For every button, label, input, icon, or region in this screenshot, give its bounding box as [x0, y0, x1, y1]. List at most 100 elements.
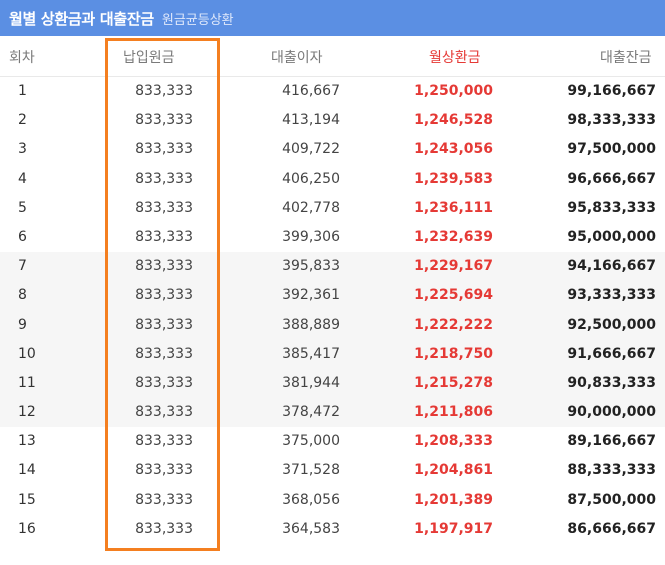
cell-interest: 371,528 — [282, 462, 340, 479]
cell-interest: 413,194 — [282, 112, 340, 129]
row-group: 13 833,333 375,000 1,208,333 89,166,667 14 833… — [0, 427, 665, 544]
cell-monthly-payment: 1,236,111 — [414, 199, 493, 216]
table-row: 1 833,333 416,667 1,250,000 99,166,667 — [0, 77, 665, 106]
cell-principal: 833,333 — [135, 258, 193, 275]
table-header: 회차 납입원금 대출이자 월상환금 대출잔금 — [0, 36, 665, 77]
column-header-principal: 납입원금 — [123, 50, 175, 66]
cell-installment: 2 — [18, 112, 27, 129]
cell-principal: 833,333 — [135, 345, 193, 362]
cell-interest: 385,417 — [282, 345, 340, 362]
column-header-balance: 대출잔금 — [600, 50, 652, 66]
cell-balance: 90,000,000 — [567, 404, 656, 421]
cell-balance: 88,333,333 — [567, 462, 656, 479]
cell-balance: 95,833,333 — [567, 199, 656, 216]
cell-balance: 97,500,000 — [567, 141, 656, 158]
cell-installment: 15 — [18, 491, 36, 508]
cell-monthly-payment: 1,250,000 — [414, 83, 493, 99]
table-row: 11 833,333 381,944 1,215,278 90,833,333 — [0, 369, 665, 398]
cell-interest: 381,944 — [282, 374, 340, 391]
cell-principal: 833,333 — [135, 170, 193, 187]
cell-balance: 94,166,667 — [567, 258, 656, 275]
cell-balance: 98,333,333 — [567, 112, 656, 129]
cell-interest: 395,833 — [282, 258, 340, 275]
cell-balance: 92,500,000 — [567, 316, 656, 333]
cell-interest: 364,583 — [282, 520, 340, 537]
cell-monthly-payment: 1,246,528 — [414, 112, 493, 129]
cell-monthly-payment: 1,243,056 — [414, 141, 493, 158]
cell-monthly-payment: 1,197,917 — [414, 520, 493, 537]
cell-installment: 11 — [18, 374, 36, 391]
cell-installment: 4 — [18, 170, 27, 187]
cell-principal: 833,333 — [135, 228, 193, 245]
cell-installment: 1 — [18, 83, 27, 99]
cell-principal: 833,333 — [135, 462, 193, 479]
cell-principal: 833,333 — [135, 404, 193, 421]
cell-interest: 388,889 — [282, 316, 340, 333]
cell-principal: 833,333 — [135, 199, 193, 216]
cell-principal: 833,333 — [135, 287, 193, 304]
cell-installment: 8 — [18, 287, 27, 304]
table-row: 9 833,333 388,889 1,222,222 92,500,000 — [0, 311, 665, 340]
cell-interest: 392,361 — [282, 287, 340, 304]
table-row: 5 833,333 402,778 1,236,111 95,833,333 — [0, 194, 665, 223]
cell-balance: 91,666,667 — [567, 345, 656, 362]
cell-installment: 12 — [18, 404, 36, 421]
cell-interest: 406,250 — [282, 170, 340, 187]
cell-monthly-payment: 1,215,278 — [414, 374, 493, 391]
table-row: 14 833,333 371,528 1,204,861 88,333,333 — [0, 456, 665, 485]
cell-monthly-payment: 1,232,639 — [414, 228, 493, 245]
cell-installment: 6 — [18, 228, 27, 245]
cell-monthly-payment: 1,211,806 — [414, 404, 493, 421]
row-group: 1 833,333 416,667 1,250,000 99,166,667 2 833,3… — [0, 77, 665, 252]
cell-interest: 375,000 — [282, 433, 340, 450]
table-row: 7 833,333 395,833 1,229,167 94,166,667 — [0, 252, 665, 281]
row-group: 7 833,333 395,833 1,229,167 94,166,667 8 833,3… — [0, 252, 665, 428]
cell-interest: 368,056 — [282, 491, 340, 508]
cell-balance: 89,166,667 — [567, 433, 656, 450]
cell-balance: 99,166,667 — [567, 83, 656, 99]
cell-monthly-payment: 1,239,583 — [414, 170, 493, 187]
cell-balance: 86,666,667 — [567, 520, 656, 537]
repayment-method-label: 원금균등상환 — [161, 12, 234, 28]
cell-monthly-payment: 1,222,222 — [414, 316, 493, 333]
cell-balance: 95,000,000 — [567, 228, 656, 245]
cell-principal: 833,333 — [135, 83, 193, 99]
table-row: 10 833,333 385,417 1,218,750 91,666,667 — [0, 340, 665, 369]
table-row: 3 833,333 409,722 1,243,056 97,500,000 — [0, 135, 665, 164]
page-title: 월별 상환금과 대출잔금 — [9, 9, 154, 28]
cell-principal: 833,333 — [135, 520, 193, 537]
cell-balance: 93,333,333 — [567, 287, 656, 304]
cell-principal: 833,333 — [135, 491, 193, 508]
table-row: 12 833,333 378,472 1,211,806 90,000,000 — [0, 398, 665, 427]
cell-installment: 3 — [18, 141, 27, 158]
cell-installment: 9 — [18, 316, 27, 333]
cell-installment: 14 — [18, 462, 36, 479]
page-header: 월별 상환금과 대출잔금 원금균등상환 — [0, 0, 665, 36]
table-row: 16 833,333 364,583 1,197,917 86,666,667 — [0, 515, 665, 544]
cell-interest: 399,306 — [282, 228, 340, 245]
column-header-installment: 회차 — [9, 50, 35, 66]
cell-principal: 833,333 — [135, 141, 193, 158]
cell-interest: 402,778 — [282, 199, 340, 216]
cell-monthly-payment: 1,204,861 — [414, 462, 493, 479]
cell-monthly-payment: 1,201,389 — [414, 491, 493, 508]
table-row: 6 833,333 399,306 1,232,639 95,000,000 — [0, 223, 665, 252]
cell-installment: 5 — [18, 199, 27, 216]
cell-interest: 409,722 — [282, 141, 340, 158]
table-row: 4 833,333 406,250 1,239,583 96,666,667 — [0, 165, 665, 194]
cell-installment: 13 — [18, 433, 36, 450]
cell-principal: 833,333 — [135, 374, 193, 391]
cell-interest: 416,667 — [282, 83, 340, 99]
cell-principal: 833,333 — [135, 433, 193, 450]
cell-monthly-payment: 1,229,167 — [414, 258, 493, 275]
table-row: 8 833,333 392,361 1,225,694 93,333,333 — [0, 281, 665, 310]
cell-monthly-payment: 1,218,750 — [414, 345, 493, 362]
table-row: 13 833,333 375,000 1,208,333 89,166,667 — [0, 427, 665, 456]
cell-balance: 87,500,000 — [567, 491, 656, 508]
column-header-interest: 대출이자 — [271, 50, 323, 66]
cell-installment: 7 — [18, 258, 27, 275]
cell-balance: 90,833,333 — [567, 374, 656, 391]
cell-monthly-payment: 1,208,333 — [414, 433, 493, 450]
cell-installment: 10 — [18, 345, 36, 362]
cell-balance: 96,666,667 — [567, 170, 656, 187]
